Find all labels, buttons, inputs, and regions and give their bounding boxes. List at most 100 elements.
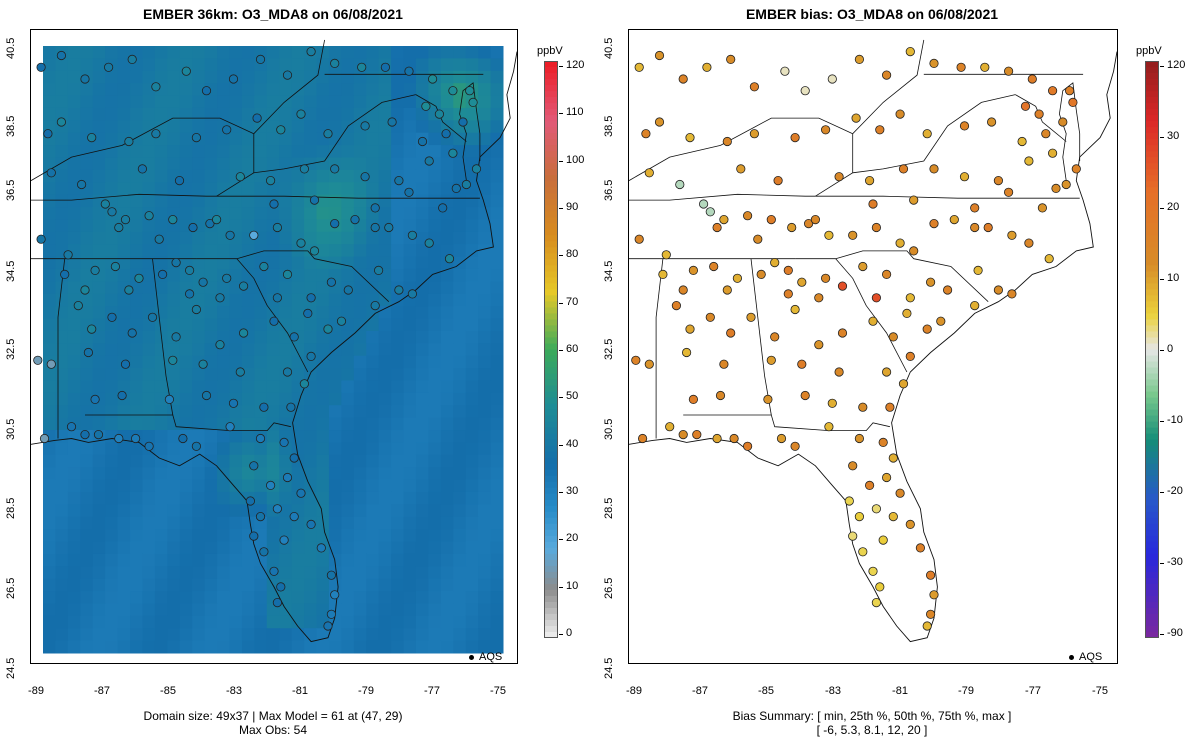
model-cell [415, 268, 429, 282]
model-cell [204, 541, 218, 555]
model-cell [80, 244, 94, 258]
model-cell [55, 132, 69, 146]
site-marker [191, 133, 201, 143]
model-cell [55, 405, 69, 419]
model-cell [316, 454, 330, 468]
model-cell [130, 293, 143, 307]
site-marker [671, 300, 682, 311]
model-cell [229, 615, 243, 629]
model-cell [55, 430, 69, 443]
model-cell [353, 368, 367, 381]
site-marker [370, 300, 380, 311]
colorbar-segment [544, 613, 558, 621]
model-cell [490, 591, 504, 604]
colorbar-segment [1145, 403, 1159, 411]
site-marker [225, 422, 235, 432]
model-cell [353, 504, 367, 518]
site-marker [993, 285, 1003, 295]
colorbar-segment [544, 79, 558, 86]
model-cell [179, 566, 193, 580]
model-cell [167, 107, 181, 121]
model-cell [254, 182, 268, 196]
model-cell [130, 194, 143, 208]
colorbar-segment [1145, 241, 1159, 248]
model-cell [80, 628, 94, 642]
model-cell [490, 95, 504, 109]
site-marker [970, 203, 980, 213]
model-cell [415, 145, 429, 158]
colorbar-segment [544, 505, 558, 513]
model-cell [304, 368, 318, 381]
model-cell [105, 491, 119, 505]
colorbar-segment [1145, 211, 1159, 218]
model-cell [266, 516, 280, 530]
colorbar-segment [544, 433, 558, 441]
site-marker [282, 269, 293, 279]
model-cell [55, 628, 69, 642]
site-marker [235, 172, 245, 182]
site-marker [272, 597, 282, 608]
model-cell [55, 529, 69, 543]
model-field [43, 46, 504, 654]
model-cell [80, 107, 94, 121]
model-cell [328, 479, 342, 493]
site-marker [800, 86, 810, 96]
model-cell [366, 640, 380, 654]
colorbar-segment [1145, 601, 1159, 609]
model-cell [478, 70, 492, 84]
model-cell [204, 330, 218, 344]
model-cell [391, 603, 405, 617]
site-marker [198, 277, 208, 287]
left-panel-title: EMBER 36km: O3_MDA8 on 06/08/2021 [143, 6, 403, 22]
model-cell [316, 417, 330, 431]
model-cell [229, 541, 243, 555]
model-cell [241, 83, 255, 97]
model-cell [80, 145, 94, 158]
site-marker [915, 543, 925, 553]
site-marker [776, 433, 787, 444]
model-cell [217, 615, 230, 629]
model-cell [291, 46, 305, 59]
model-cell [167, 553, 181, 567]
model-cell [92, 95, 106, 109]
colorbar-segment [544, 601, 558, 609]
model-cell [316, 591, 330, 604]
model-cell [490, 405, 504, 419]
model-cell [465, 281, 479, 295]
model-cell [67, 169, 81, 183]
model-cell [341, 343, 355, 357]
model-cell [304, 467, 318, 481]
model-cell [478, 578, 492, 592]
colorbar-segment [544, 529, 558, 537]
model-cell [80, 591, 94, 604]
model-cell [490, 615, 504, 629]
model-cell [391, 405, 405, 419]
model-cell [316, 578, 330, 592]
colorbar-segment [544, 139, 558, 146]
model-cell [241, 578, 255, 592]
model-cell [217, 194, 230, 208]
site-marker [326, 277, 336, 287]
model-cell [92, 306, 106, 320]
model-cell [43, 603, 56, 617]
site-marker [895, 238, 905, 248]
model-cell [192, 318, 206, 332]
model-cell [478, 231, 492, 245]
model-cell [378, 355, 392, 369]
site-marker [1007, 289, 1017, 299]
right-x-tick: -79 [958, 685, 974, 697]
model-cell [478, 529, 492, 543]
colorbar-segment [1145, 169, 1159, 176]
model-cell [67, 157, 81, 171]
model-cell [391, 107, 405, 121]
model-cell [167, 368, 181, 381]
state-border [629, 117, 853, 181]
model-cell [43, 405, 56, 419]
model-cell [316, 207, 330, 220]
model-cell [428, 603, 442, 617]
right-y-tick: 40.5 [603, 37, 615, 59]
model-cell [179, 479, 193, 493]
right-colorbar-label: 20 [1167, 201, 1180, 213]
state-border [31, 117, 254, 181]
site-marker [56, 117, 67, 127]
